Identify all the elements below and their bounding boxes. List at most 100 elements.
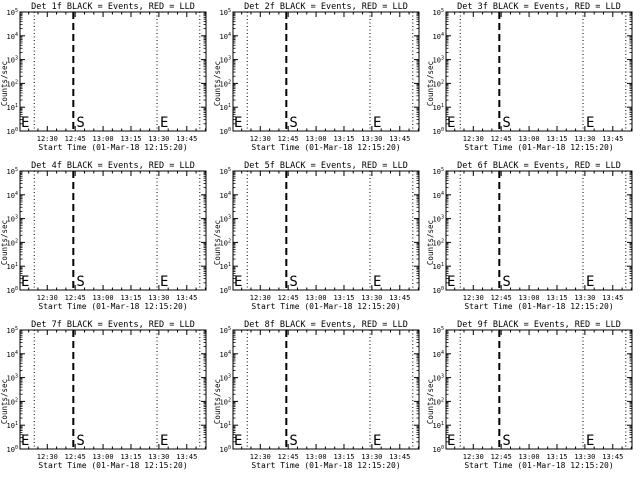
y-tick-label: 100: [7, 286, 18, 295]
event-marker-e: E: [586, 115, 594, 131]
panel-title: Det 9f BLACK = Events, RED = LLD: [457, 320, 621, 330]
y-tick-label: 104: [220, 32, 231, 41]
y-tick-label: 105: [433, 326, 444, 335]
y-tick-label: 100: [220, 127, 231, 136]
y-tick-label: 100: [7, 127, 18, 136]
y-tick-label: 105: [220, 167, 231, 176]
plot-frame: [19, 11, 207, 132]
y-tick-label: 102: [433, 397, 444, 406]
y-tick-label: 103: [433, 374, 444, 383]
x-axis-label: Start Time (01-Mar-18 12:15:20): [251, 461, 400, 470]
x-tick-label: 13:00: [519, 453, 540, 461]
y-tick-label: 104: [433, 350, 444, 359]
event-marker-e: E: [586, 433, 594, 449]
x-axis-label: Start Time (01-Mar-18 12:15:20): [38, 143, 187, 152]
x-tick-label: 12:30: [37, 453, 58, 461]
y-tick-label: 102: [220, 397, 231, 406]
event-marker-e: E: [234, 433, 242, 449]
x-tick-label: 13:30: [361, 453, 382, 461]
x-tick-label: 13:45: [602, 135, 623, 143]
y-tick-label: 102: [220, 238, 231, 247]
y-tick-label: 103: [7, 56, 18, 65]
y-tick-label: 104: [7, 191, 18, 200]
x-tick-label: 13:15: [333, 135, 354, 143]
y-tick-label: 102: [7, 79, 18, 88]
x-tick-label: 12:30: [37, 294, 58, 302]
event-marker-e: E: [373, 274, 381, 290]
x-tick-label: 13:15: [120, 453, 141, 461]
panel-title: Det 3f BLACK = Events, RED = LLD: [457, 2, 621, 12]
event-marker-s: S: [502, 433, 510, 449]
x-tick-label: 12:30: [463, 294, 484, 302]
y-axis-label: Counts/sec: [426, 61, 435, 106]
x-tick-label: 13:15: [120, 294, 141, 302]
y-tick-label: 102: [7, 238, 18, 247]
y-axis-label: Counts/sec: [426, 379, 435, 424]
panel-title: Det 7f BLACK = Events, RED = LLD: [31, 320, 195, 330]
detector-panel-3: Det 3f BLACK = Events, RED = LLD 100 101 10…: [426, 2, 633, 152]
x-tick-label: 13:45: [176, 135, 197, 143]
x-tick-label: 13:00: [519, 294, 540, 302]
x-tick-label: 13:45: [389, 135, 410, 143]
detector-panel-2: Det 2f BLACK = Events, RED = LLD 100 101 10…: [213, 2, 420, 152]
y-tick-label: 101: [433, 421, 444, 430]
detector-panel-1: Det 1f BLACK = Events, RED = LLD 100 101 10…: [0, 2, 207, 152]
x-tick-label: 13:00: [93, 294, 114, 302]
y-tick-label: 101: [220, 421, 231, 430]
x-tick-label: 13:15: [546, 294, 567, 302]
x-tick-label: 12:45: [491, 453, 512, 461]
x-tick-label: 13:30: [361, 294, 382, 302]
x-tick-label: 12:45: [65, 453, 86, 461]
y-tick-label: 104: [220, 350, 231, 359]
y-tick-label: 104: [7, 32, 18, 41]
x-tick-label: 12:30: [463, 453, 484, 461]
x-tick-label: 12:30: [250, 453, 271, 461]
event-marker-s: S: [502, 115, 510, 131]
x-tick-label: 12:30: [37, 135, 58, 143]
x-axis-label: Start Time (01-Mar-18 12:15:20): [251, 143, 400, 152]
event-marker-e: E: [373, 433, 381, 449]
x-tick-label: 13:45: [602, 453, 623, 461]
event-marker-s: S: [289, 274, 297, 290]
y-tick-label: 101: [433, 103, 444, 112]
y-tick-label: 104: [433, 32, 444, 41]
y-tick-label: 100: [220, 445, 231, 454]
event-marker-e: E: [160, 433, 168, 449]
plot-frame: [232, 170, 420, 291]
x-tick-label: 13:00: [519, 135, 540, 143]
plot-frame: [19, 170, 207, 291]
y-tick-label: 103: [220, 215, 231, 224]
event-marker-e: E: [21, 115, 29, 131]
y-tick-label: 102: [220, 79, 231, 88]
event-marker-s: S: [76, 115, 84, 131]
x-tick-label: 12:45: [65, 294, 86, 302]
x-tick-label: 13:15: [546, 453, 567, 461]
x-tick-label: 13:15: [333, 453, 354, 461]
event-marker-s: S: [76, 274, 84, 290]
panel-title: Det 8f BLACK = Events, RED = LLD: [244, 320, 408, 330]
x-axis-label: Start Time (01-Mar-18 12:15:20): [464, 461, 613, 470]
plot-frame: [445, 329, 633, 450]
y-tick-label: 105: [7, 167, 18, 176]
y-tick-label: 101: [7, 421, 18, 430]
y-tick-label: 102: [7, 397, 18, 406]
y-tick-label: 105: [7, 8, 18, 17]
y-tick-label: 105: [7, 326, 18, 335]
y-tick-label: 101: [433, 262, 444, 271]
x-tick-label: 13:30: [148, 294, 169, 302]
detector-panel-9: Det 9f BLACK = Events, RED = LLD 100 101 10…: [426, 320, 633, 470]
x-tick-label: 12:30: [463, 135, 484, 143]
y-tick-label: 100: [220, 286, 231, 295]
x-axis-label: Start Time (01-Mar-18 12:15:20): [464, 143, 613, 152]
x-tick-label: 12:45: [491, 294, 512, 302]
detector-panel-8: Det 8f BLACK = Events, RED = LLD 100 101 10…: [213, 320, 420, 470]
x-axis-label: Start Time (01-Mar-18 12:15:20): [38, 461, 187, 470]
event-marker-s: S: [289, 433, 297, 449]
x-tick-label: 13:00: [306, 453, 327, 461]
x-tick-label: 12:45: [278, 294, 299, 302]
event-marker-e: E: [586, 274, 594, 290]
y-tick-label: 105: [220, 326, 231, 335]
x-tick-label: 13:30: [574, 294, 595, 302]
plot-frame: [232, 329, 420, 450]
